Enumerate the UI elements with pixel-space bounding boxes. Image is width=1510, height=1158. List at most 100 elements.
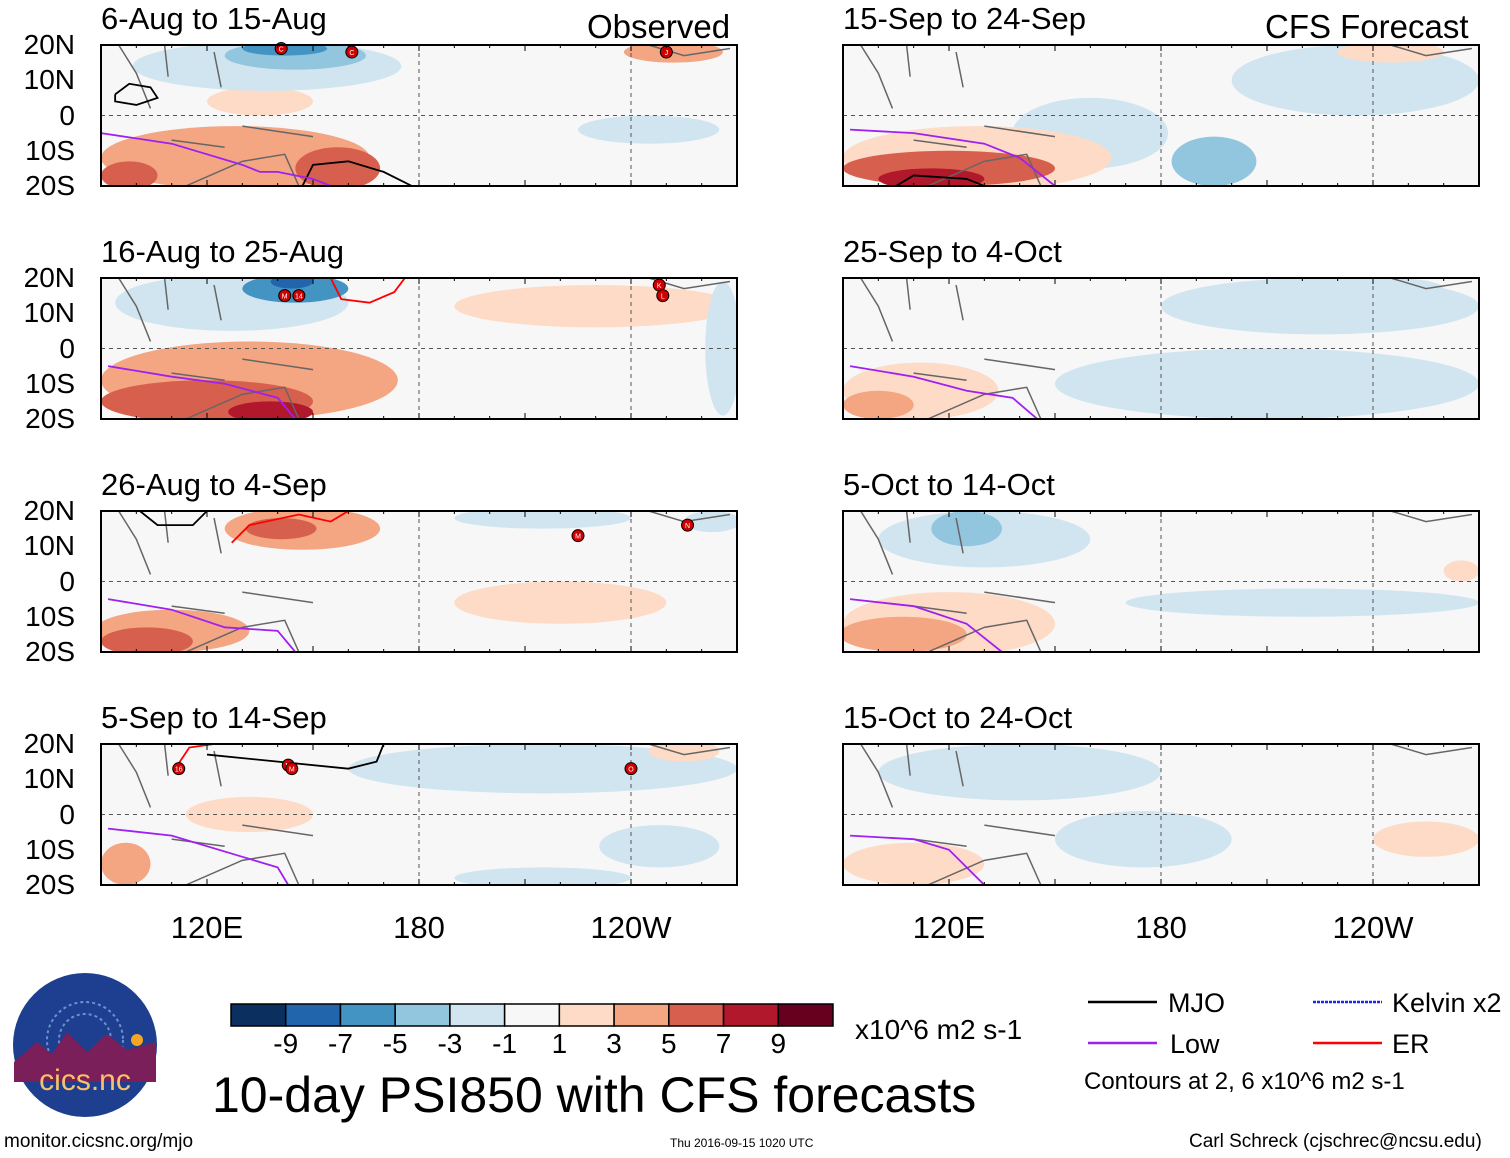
colorbar-tick-label: 1: [551, 1028, 568, 1059]
lon-label: 120E: [912, 910, 986, 945]
coastline: [860, 278, 1473, 419]
cics-logo: cics.nc: [13, 973, 157, 1117]
lat-label: 20S: [25, 170, 75, 201]
anomaly-shade: [843, 390, 914, 419]
colorbar-tick-label: 9: [770, 1028, 787, 1059]
anomaly-shade: [185, 796, 313, 833]
lat-label: 10N: [23, 763, 75, 795]
colorbar: [230, 1003, 834, 1027]
colorbar-tick-label: -9: [273, 1028, 299, 1059]
anomaly-shade: [101, 161, 158, 186]
anomaly-shade: [295, 147, 381, 186]
anomaly-shade: [270, 278, 313, 289]
storm-marker: C: [345, 45, 359, 59]
coastline: [860, 45, 1473, 186]
anomaly-shade: [1231, 45, 1479, 116]
storm-label: J: [665, 50, 669, 57]
coastline: [118, 511, 731, 652]
lat-label: 0: [59, 99, 75, 131]
anomaly-shade: [1055, 348, 1479, 419]
anomaly-shade: [1055, 810, 1232, 868]
lat-label: 10N: [23, 64, 75, 96]
anomaly-shade: [1443, 560, 1479, 582]
storm-label: C: [279, 47, 284, 54]
mjo-contour: [139, 511, 208, 527]
er-contour: [231, 511, 349, 544]
colorbar-bin: [230, 1003, 287, 1027]
colorbar-tick-label: 3: [606, 1028, 622, 1059]
lon-label: 180: [1135, 910, 1187, 945]
anomaly-shade: [454, 285, 737, 328]
panel-title: 15-Oct to 24-Oct: [843, 700, 1073, 735]
lat-label: 10S: [25, 367, 75, 399]
storm-marker: 16: [172, 762, 186, 776]
map-panel: [842, 510, 1480, 653]
panel-title: 26-Aug to 4-Sep: [101, 467, 327, 502]
mjo-contour: [895, 174, 985, 186]
low-contour: [101, 132, 332, 186]
panel-title: 15-Sep to 24-Sep: [843, 1, 1087, 36]
lon-label: 180: [393, 910, 445, 945]
storm-marker: 14: [292, 289, 306, 303]
colorbar-bin: [503, 1003, 561, 1027]
lat-label: 0: [59, 332, 75, 364]
lat-label: 10S: [25, 600, 75, 632]
anomaly-shade: [101, 627, 193, 652]
anomaly-shade: [207, 87, 313, 116]
anomaly-shade: [1337, 45, 1444, 63]
anomaly-shade: [599, 825, 720, 868]
anomaly-shade: [1171, 136, 1257, 186]
map-panel: [842, 277, 1480, 420]
anomaly-shade: [454, 511, 631, 529]
panel-title: 6-Aug to 15-Aug: [101, 1, 327, 36]
lat-label: 20N: [23, 262, 75, 293]
colorbar-bin: [558, 1003, 615, 1027]
mjo-contour: [206, 744, 385, 770]
anomaly-shade: [931, 511, 1002, 547]
lat-label: 10N: [23, 297, 75, 329]
anomaly-shade: [578, 115, 720, 144]
low-contour: [107, 598, 297, 652]
low-contour: [850, 128, 1056, 186]
lat-label: 20S: [25, 403, 75, 434]
storm-label: L: [661, 294, 665, 301]
colorbar-bin: [613, 1003, 670, 1027]
er-contour: [329, 278, 406, 304]
legend-kelvin-label: Kelvin x2: [1392, 988, 1502, 1018]
anomaly-shade: [648, 744, 720, 762]
observed-label: Observed: [587, 8, 731, 45]
colorbar-units: x10^6 m2 s-1: [855, 1014, 1023, 1045]
storm-marker: M: [278, 289, 292, 303]
colorbar-bin: [394, 1003, 451, 1027]
low-contour: [107, 827, 290, 885]
map-panel: MN: [100, 510, 738, 653]
er-contour: [174, 744, 215, 770]
footer-author: Carl Schreck (cjschrec@ncsu.edu): [1189, 1131, 1482, 1152]
low-contour: [107, 365, 297, 419]
anomaly-shade: [1373, 821, 1479, 857]
anomaly-shade: [1337, 278, 1444, 300]
storm-label: M: [575, 534, 581, 541]
lat-label: 0: [59, 798, 75, 830]
lat-label: 0: [59, 565, 75, 597]
anomaly-shade: [454, 867, 631, 885]
storm-marker: M: [571, 529, 585, 543]
lat-label: 20N: [23, 728, 75, 759]
colorbar-bin: [722, 1003, 780, 1027]
storm-label: M: [289, 767, 295, 774]
storm-marker: O: [624, 762, 638, 776]
anomaly-shade: [843, 842, 985, 885]
low-contour: [850, 834, 985, 885]
mjo-contour: [301, 160, 413, 186]
anomaly-shade: [101, 842, 151, 885]
logo-text: cics.nc: [39, 1064, 131, 1097]
anomaly-shade: [245, 518, 317, 540]
footer-url[interactable]: monitor.cicsnc.org/mjo: [4, 1131, 194, 1152]
storm-label: O: [628, 767, 634, 774]
map-panel: M 14 KL: [100, 277, 738, 420]
colorbar-bin: [449, 1003, 506, 1027]
anomaly-shade: [623, 45, 723, 63]
low-contour: [849, 365, 1038, 419]
colorbar-bin: [777, 1003, 834, 1027]
